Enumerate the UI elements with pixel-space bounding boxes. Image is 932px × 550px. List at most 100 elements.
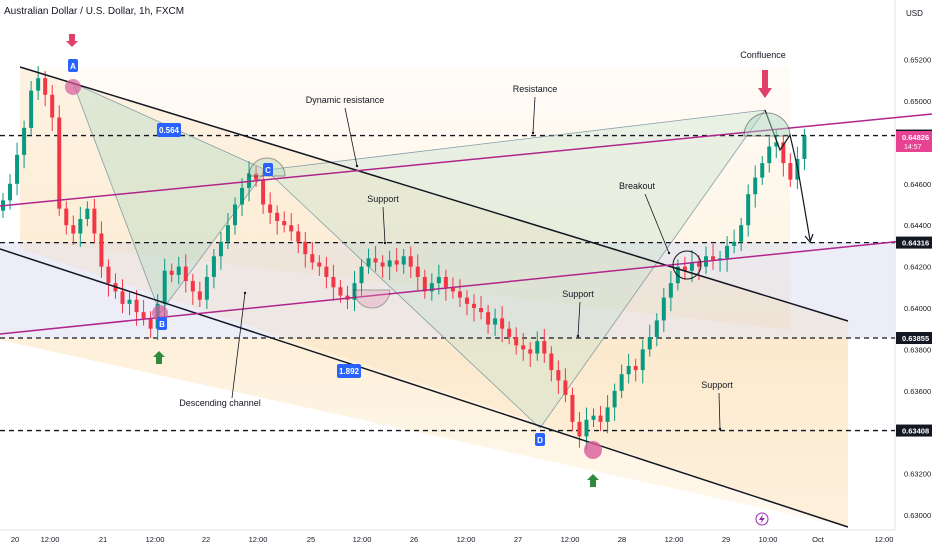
support-arc — [353, 289, 391, 309]
price-tick-label: 0.63800 — [904, 345, 931, 354]
candle-body — [64, 208, 69, 226]
candle-body — [366, 258, 371, 267]
candle-body — [275, 212, 280, 222]
candle-body — [141, 312, 146, 319]
time-axis-panel[interactable] — [0, 530, 932, 550]
price-tick-label: 0.63200 — [904, 470, 931, 479]
channel-upper-line — [19, 66, 849, 322]
time-tick-label: 10:00 — [759, 535, 778, 544]
arrow-down-icon — [66, 34, 78, 47]
time-tick-label: 26 — [410, 535, 418, 544]
annotation-pointer — [532, 96, 536, 134]
candle-body — [753, 177, 758, 195]
ratio-label: 1.892 — [339, 367, 360, 376]
price-axis-panel[interactable] — [895, 0, 932, 550]
confluence-arc — [743, 112, 791, 137]
annotation-pointer-tip — [531, 131, 535, 135]
candle-body — [57, 117, 62, 209]
candle-body — [218, 241, 223, 257]
time-tick-label: 22 — [202, 535, 210, 544]
candle-body — [605, 407, 610, 422]
candle-body — [774, 142, 779, 147]
candle-body — [29, 90, 34, 128]
candle-body — [8, 183, 13, 201]
annotation-pointer — [644, 193, 670, 254]
candle-body — [211, 256, 216, 277]
lightning-icon[interactable] — [755, 512, 769, 526]
price-tick-label: 0.64000 — [904, 304, 931, 313]
candle-body — [387, 260, 392, 267]
candle-body — [598, 415, 603, 422]
pattern-point-label: A — [70, 62, 76, 71]
current-price-label: 0.64826 — [902, 133, 929, 142]
candle-body — [472, 303, 477, 308]
annotation-pointer-tip — [383, 241, 387, 245]
candle-body — [232, 204, 237, 226]
breakout-circle — [672, 250, 702, 280]
candle-body — [268, 204, 273, 213]
ratio-badge — [337, 364, 361, 378]
candle-body — [521, 345, 526, 350]
candle-body — [197, 291, 202, 300]
confluence-arrow-down-icon — [758, 70, 772, 98]
candle-body — [556, 370, 561, 381]
price-tick-label: 0.64200 — [904, 263, 931, 272]
time-tick-label: Oct — [812, 535, 825, 544]
candle-body — [261, 179, 266, 205]
annotation-pointer — [718, 392, 721, 430]
candle-body — [43, 78, 48, 95]
pattern-leg — [539, 109, 766, 429]
price-level-tag-label: 0.64316 — [902, 239, 929, 248]
time-tick-label: 12:00 — [875, 535, 894, 544]
arrow-up-icon-2 — [587, 474, 599, 487]
background-zones — [0, 67, 895, 527]
pattern-leg — [265, 169, 541, 429]
candle-body — [36, 78, 41, 91]
annotation-pointer — [382, 206, 386, 244]
candle-body — [457, 291, 462, 298]
candle-body — [204, 276, 209, 300]
candle-body — [394, 260, 399, 265]
time-tick-label: 12:00 — [457, 535, 476, 544]
time-tick-label: 12:00 — [146, 535, 165, 544]
candle-body — [739, 225, 744, 242]
candle-body — [359, 266, 364, 284]
pattern-point-badge — [535, 433, 545, 446]
time-tick-label: 27 — [514, 535, 522, 544]
time-tick-label: 28 — [618, 535, 626, 544]
price-tick-label: 0.65000 — [904, 97, 931, 106]
candle-body — [640, 349, 645, 371]
dynamic-resistance-line — [0, 113, 932, 207]
lower-zone — [0, 338, 848, 527]
time-tick-label: 12:00 — [41, 535, 60, 544]
price-level-tag — [896, 424, 932, 437]
annotation-pointer — [231, 292, 246, 399]
candle-body — [760, 163, 765, 178]
candle-body — [50, 94, 55, 118]
time-tick-label: 12:00 — [353, 535, 372, 544]
price-tick-label: 0.64600 — [904, 180, 931, 189]
candle-body — [781, 142, 786, 164]
pattern-point-badge — [263, 163, 273, 176]
candle-body — [746, 194, 751, 226]
candle-body — [725, 245, 730, 259]
annotations: A B C D 0.564 1.892 Dynamic resistance Resistan… — [68, 50, 786, 446]
annotation-pointer-tip — [243, 291, 247, 295]
candle-body — [493, 318, 498, 325]
projected-path — [764, 109, 811, 241]
candle-body — [612, 390, 617, 408]
pattern-leg — [159, 169, 267, 314]
pattern-leg — [72, 82, 161, 314]
annotation-pointer-tip — [718, 427, 722, 431]
annotation-label: Confluence — [740, 50, 786, 60]
candle-body — [373, 258, 378, 263]
candle-body — [317, 262, 322, 267]
time-tick-label: 20 — [11, 535, 19, 544]
price-tick-label: 0.64400 — [904, 221, 931, 230]
candle-body — [443, 276, 448, 288]
currency-label[interactable]: USD — [906, 9, 923, 18]
candle-body — [584, 419, 589, 437]
candle-body — [696, 262, 701, 267]
